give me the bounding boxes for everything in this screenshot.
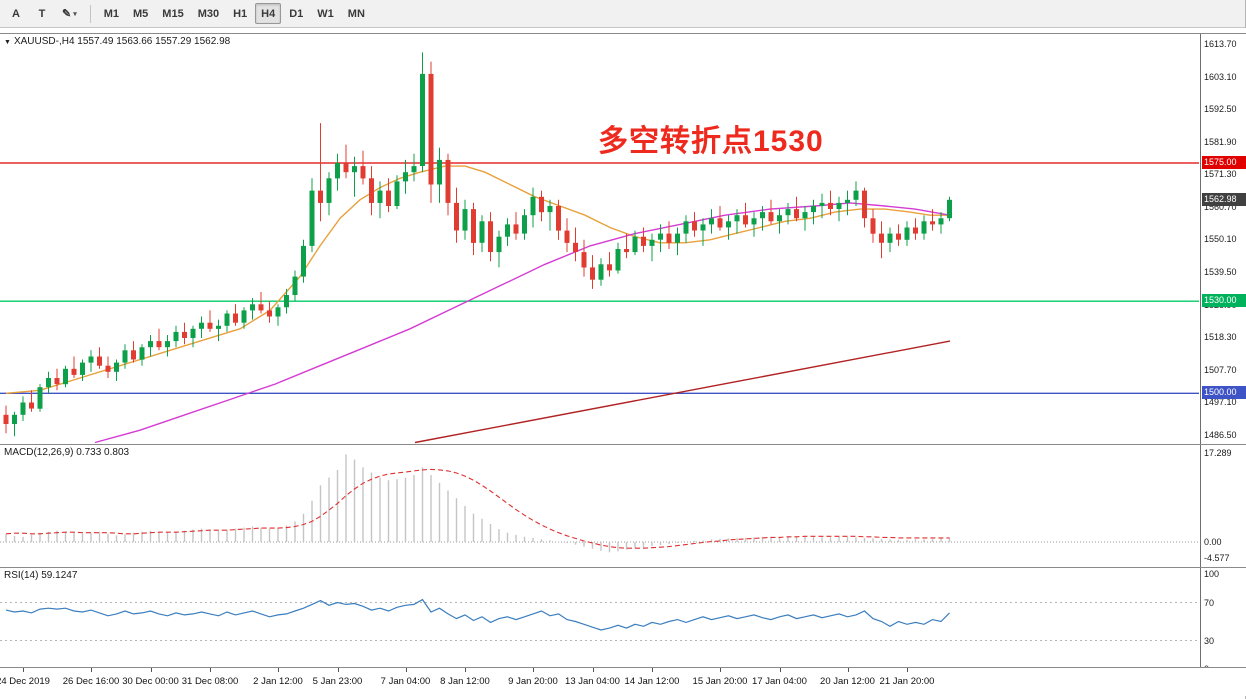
time-axis-tick (533, 668, 534, 672)
toolbar-separator (89, 4, 91, 23)
time-axis-label: 7 Jan 04:00 (380, 676, 431, 687)
price-tag: 1530.00 (1202, 294, 1246, 308)
time-axis-label: 9 Jan 20:00 (508, 676, 558, 687)
time-axis-label: 31 Dec 08:00 (181, 676, 239, 687)
dropdown-caret-icon: ▾ (73, 10, 77, 18)
timeframe-button-H1[interactable]: H1 (233, 7, 248, 20)
macd-axis-label: 0.00 (1204, 537, 1222, 547)
time-axis-tick (23, 668, 24, 672)
current-price-tag: 1562.98 (1202, 192, 1246, 206)
time-axis-label: 2 Jan 12:00 (253, 676, 303, 687)
price-axis-label: 1560.70 (1204, 201, 1237, 212)
price-axis[interactable]: 1613.70 1603.10 1592.50 1581.90 1571.30 1560.… (1200, 34, 1246, 444)
time-axis-tick (210, 668, 211, 672)
rsi-canvas[interactable] (0, 568, 1199, 667)
time-axis-tick (779, 668, 781, 672)
price-axis-label: 1497.10 (1204, 397, 1237, 408)
price-axis-label: 1539.50 (1204, 267, 1237, 277)
macd-histogram (5, 454, 951, 553)
timeframe-button-W1[interactable]: W1 (317, 7, 334, 20)
symbol-ohlc-label: ▼ XAUUSD-,H4 1557.49 1563.66 1557.29 1562… (4, 36, 230, 47)
main-chart-canvas[interactable] (0, 34, 1199, 444)
timeframe-button-MN[interactable]: MN (347, 7, 365, 20)
rsi-panel: RSI(14) 59.1247 100 70 30 0 (0, 568, 1246, 668)
price-axis-label: 1518.30 (1204, 332, 1237, 343)
candles-layer (3, 52, 952, 437)
time-axis-label: 15 Jan 20:00 (692, 676, 748, 687)
rsi-axis-label: 30 (1204, 635, 1215, 646)
time-axis-tick (465, 668, 466, 672)
ma-fast-orange (5, 165, 950, 394)
time-axis-tick (278, 668, 279, 672)
timeframe-button-D1[interactable]: D1 (289, 7, 304, 20)
tool-button-group: A T ✎ ▾ (4, 3, 83, 24)
time-axis-label: 5 Jan 23:00 (312, 676, 363, 687)
macd-axis-label: 17.289 (1204, 447, 1232, 458)
time-axis-tick (592, 668, 594, 672)
rsi-axis-label: 70 (1204, 597, 1215, 608)
timeframe-button-M15[interactable]: M15 (162, 7, 184, 20)
timeframe-button-group: M1 M5 M15 M30 H1 H4 D1 W1 MN (98, 3, 371, 24)
main-chart-panel: ▼ XAUUSD-,H4 1557.49 1563.66 1557.29 1562… (0, 33, 1246, 445)
timeframe-button-M1[interactable]: M1 (103, 7, 120, 20)
macd-label: MACD(12,26,9) 0.733 0.803 (4, 447, 130, 458)
macd-signal-line (5, 468, 950, 549)
timeframe-button-M30[interactable]: M30 (197, 7, 220, 20)
macd-value-axis[interactable]: 17.289 0.00 -4.577 (1200, 445, 1246, 567)
chart-annotation-text: 多空转折点1530 (598, 125, 824, 158)
chart-stack: ▼ XAUUSD-,H4 1557.49 1563.66 1557.29 1562… (0, 28, 1246, 696)
macd-axis-label: -4.577 (1204, 553, 1230, 563)
price-axis-label: 1613.70 (1204, 39, 1237, 50)
time-axis-tick (405, 668, 407, 672)
time-axis-tick (847, 668, 849, 672)
ma-slow-magenta (94, 202, 951, 444)
price-tag: 1500.00 (1202, 386, 1246, 400)
time-axis-tick (907, 668, 908, 672)
text-tool-button[interactable]: T (38, 7, 46, 20)
price-axis-label: 1507.70 (1204, 364, 1237, 375)
time-axis-label: 24 Dec 2019 (0, 676, 50, 687)
draw-objects-tool-button[interactable]: ✎ ▾ (62, 8, 77, 20)
price-tag: 1575.00 (1202, 155, 1246, 169)
rsi-axis-label: 0 (1204, 664, 1209, 667)
time-axis-tick (720, 668, 721, 672)
macd-panel: MACD(12,26,9) 0.733 0.803 17.289 0.00 -4.5… (0, 445, 1246, 568)
time-axis-tick (337, 668, 339, 672)
macd-canvas[interactable] (0, 445, 1199, 567)
time-axis-label: 8 Jan 12:00 (440, 676, 490, 687)
rsi-line (5, 598, 950, 631)
trendline-darkred (414, 340, 951, 444)
time-axis-tick (150, 668, 152, 672)
price-axis-label: 1550.10 (1204, 234, 1237, 245)
time-axis-label: 20 Jan 12:00 (820, 676, 875, 687)
time-axis-label: 14 Jan 12:00 (624, 676, 680, 687)
rsi-axis-label: 100 (1204, 569, 1220, 579)
time-axis-label: 26 Dec 16:00 (62, 676, 120, 687)
time-axis-label: 17 Jan 04:00 (752, 676, 807, 687)
time-axis-label: 21 Jan 20:00 (879, 676, 935, 687)
collapse-triangle-icon[interactable]: ▼ (4, 39, 11, 46)
time-axis-tick (652, 668, 653, 672)
timeframe-button-M5[interactable]: M5 (133, 7, 149, 20)
time-axis-tick (91, 668, 92, 672)
annotation-tool-button[interactable]: A (12, 7, 20, 20)
time-axis-label: 30 Dec 00:00 (122, 676, 179, 687)
price-axis-label: 1592.50 (1204, 104, 1237, 115)
symbol-ohlc-text: XAUUSD-,H4 1557.49 1563.66 1557.29 1562.… (13, 36, 231, 47)
price-axis-label: 1581.90 (1204, 136, 1237, 147)
price-axis-label: 1571.30 (1204, 169, 1237, 180)
timeframe-button-H4[interactable]: H4 (255, 3, 282, 24)
time-axis[interactable]: 24 Dec 2019 26 Dec 16:00 30 Dec 00:00 31 De… (0, 668, 1246, 696)
rsi-label: RSI(14) 59.1247 (4, 570, 78, 581)
price-axis-label: 1603.10 (1204, 71, 1237, 82)
toolbar: A T ✎ ▾ M1 M5 M15 M30 H1 H4 D1 W1 MN (0, 0, 1245, 28)
time-axis-label: 13 Jan 04:00 (565, 676, 620, 687)
price-axis-label: 1486.50 (1204, 429, 1237, 440)
rsi-value-axis[interactable]: 100 70 30 0 (1200, 568, 1246, 667)
